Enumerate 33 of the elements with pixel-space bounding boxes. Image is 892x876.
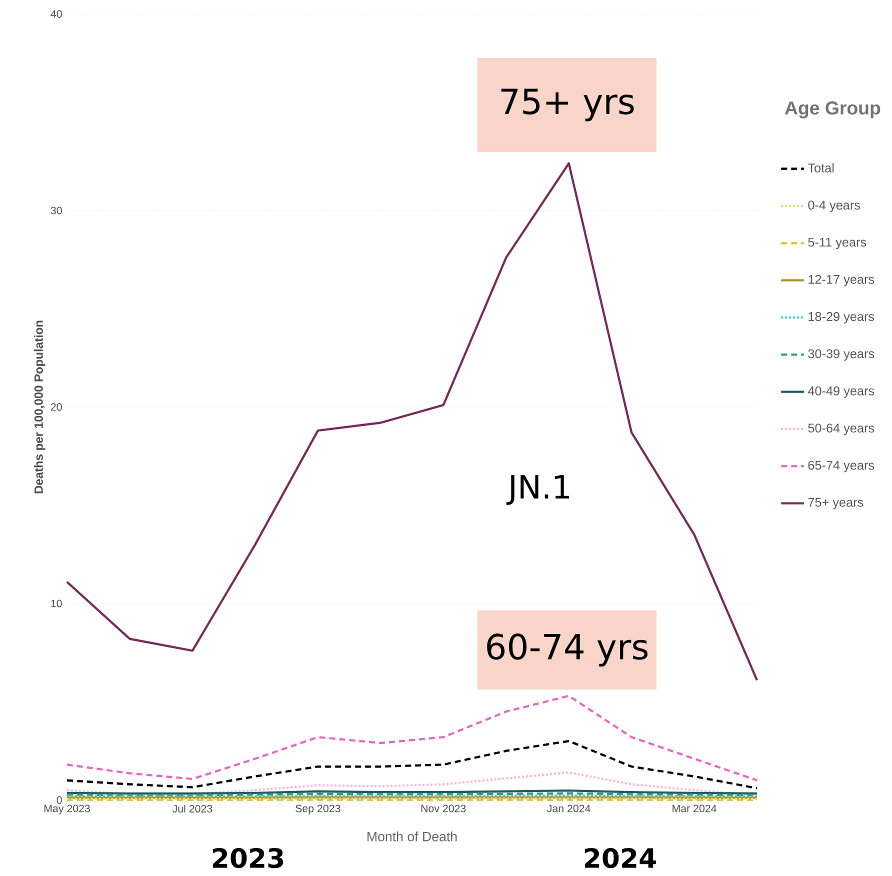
legend-label: 0-4 years	[808, 200, 860, 212]
legend-label: 30-39 years	[808, 349, 874, 361]
y-tick-label: 10	[51, 600, 62, 608]
legend-title: Age Group	[784, 101, 880, 118]
y-tick-label: 0	[56, 796, 62, 804]
y-tick-label: 40	[50, 10, 62, 18]
legend-label: 18-29 years	[808, 312, 874, 324]
x-tick-label: Mar 2024	[672, 804, 716, 812]
line-series	[66, 162, 758, 682]
legend-label: 5-11 years	[808, 238, 866, 250]
line-series	[66, 694, 758, 782]
x-tick-label: Jul 2023	[172, 804, 212, 813]
x-tick-label: Sep 2023	[296, 804, 340, 814]
legend-label: Total	[808, 163, 834, 172]
y-tick-label: 20	[50, 403, 62, 411]
x-tick-label: Nov 2023	[421, 804, 466, 812]
legend-label: 50-64 years	[808, 424, 874, 436]
text: 2024	[584, 848, 656, 868]
legend-label: 12-17 years	[808, 274, 874, 286]
line-series	[66, 740, 758, 790]
annotation: 60-74 yrs	[487, 634, 648, 667]
x-tick-label: Jan 2024	[547, 804, 590, 812]
line-series	[66, 771, 758, 796]
x-tick-label: May 2023	[44, 804, 90, 814]
x-axis-title: Month of Death	[368, 832, 457, 842]
legend-label: 75+ years	[808, 498, 864, 510]
y-axis-title: Deaths per 100,000 Population	[34, 320, 46, 494]
legend-label: 40-49 years	[808, 386, 874, 398]
text: 2023	[212, 848, 283, 868]
legend-label: 65-74 years	[808, 460, 874, 472]
annotation: JN.1	[506, 475, 569, 505]
y-tick-label: 30	[50, 206, 62, 214]
annotation: 75+ yrs	[501, 88, 634, 122]
